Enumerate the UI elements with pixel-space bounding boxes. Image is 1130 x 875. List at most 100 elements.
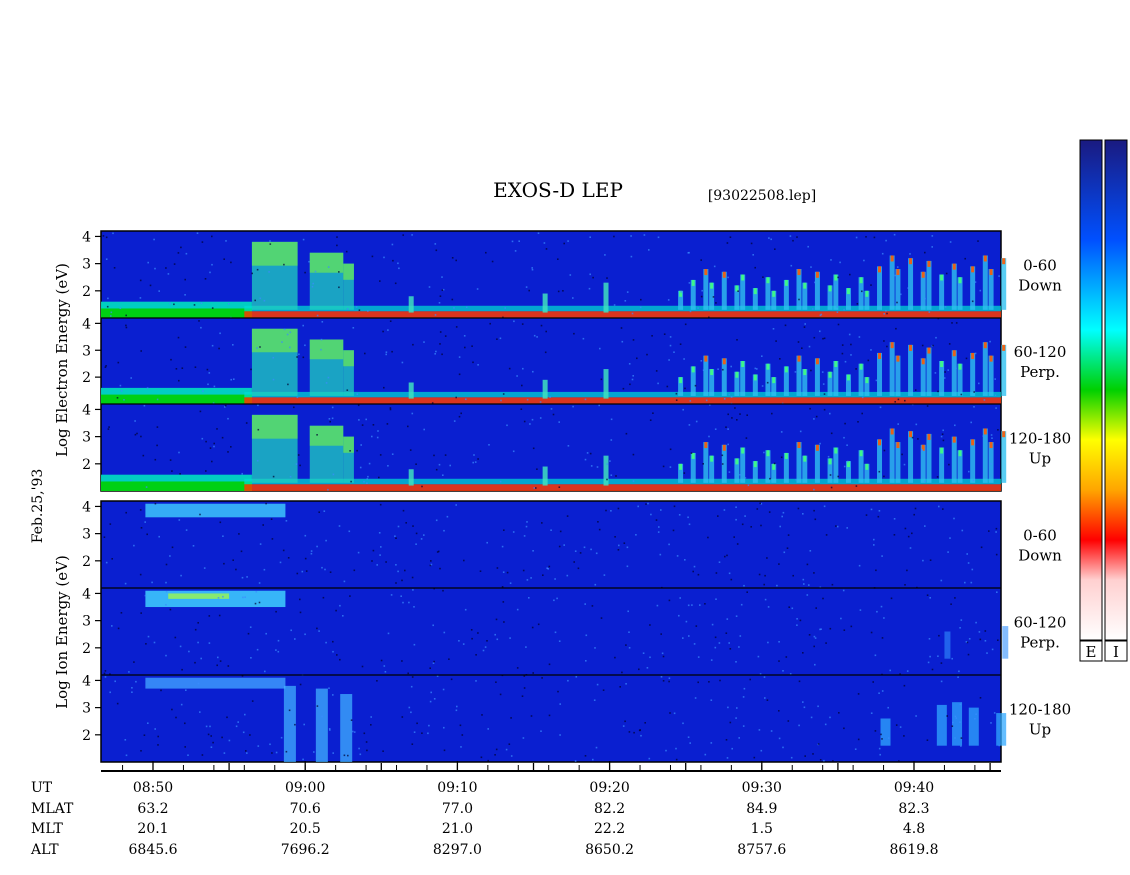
noise-speck — [397, 262, 399, 265]
noise-speck — [836, 311, 839, 313]
noise-speck — [799, 430, 802, 433]
noise-speck — [181, 367, 184, 369]
noise-speck — [442, 288, 445, 291]
y-tick-label: 4 — [82, 316, 91, 332]
noise-speck — [771, 412, 773, 415]
noise-speck — [948, 343, 951, 345]
noise-speck — [594, 583, 597, 586]
burst-peak — [958, 277, 962, 284]
noise-speck — [428, 724, 430, 727]
noise-speck — [873, 236, 876, 239]
noise-speck — [547, 568, 549, 570]
noise-speck — [881, 637, 884, 639]
precipitation-burst — [802, 455, 808, 483]
noise-speck — [389, 408, 392, 411]
noise-speck — [970, 581, 973, 584]
noise-speck — [453, 420, 456, 422]
noise-speck — [525, 525, 528, 528]
noise-speck — [722, 368, 724, 371]
burst-peak — [797, 355, 801, 362]
noise-speck — [880, 605, 883, 608]
ion-panel — [100, 500, 1002, 763]
noise-speck — [823, 408, 826, 411]
burst-peak — [735, 285, 739, 292]
noise-speck — [903, 735, 905, 737]
noise-speck — [763, 676, 766, 678]
noise-speck — [838, 712, 840, 714]
noise-speck — [463, 335, 466, 337]
noise-speck — [971, 300, 974, 303]
noise-speck — [539, 401, 542, 403]
noise-speck — [383, 665, 386, 667]
noise-speck — [131, 687, 133, 689]
noise-speck — [841, 344, 844, 346]
noise-speck — [523, 420, 526, 423]
noise-speck — [331, 406, 334, 409]
precipitation-burst — [877, 266, 883, 310]
noise-speck — [553, 599, 555, 602]
noise-speck — [942, 429, 944, 432]
small-spike — [408, 469, 414, 486]
burst-peak — [722, 271, 726, 278]
noise-speck — [583, 546, 586, 549]
burst-peak — [971, 439, 975, 446]
noise-speck — [113, 267, 116, 269]
noise-speck — [397, 570, 399, 573]
ion-conic — [315, 688, 328, 762]
noise-speck — [259, 346, 261, 348]
noise-speck — [147, 722, 149, 724]
noise-speck — [265, 502, 267, 505]
noise-speck — [295, 463, 298, 465]
noise-speck — [226, 716, 228, 719]
noise-speck — [813, 635, 816, 638]
noise-speck — [997, 639, 999, 641]
noise-speck — [177, 336, 180, 339]
noise-speck — [271, 538, 274, 540]
noise-speck — [803, 326, 806, 328]
noise-speck — [881, 252, 884, 255]
noise-speck — [972, 479, 975, 482]
noise-speck — [758, 573, 761, 576]
noise-speck — [870, 631, 873, 634]
noise-speck — [934, 372, 937, 374]
noise-speck — [651, 335, 653, 337]
noise-speck — [197, 641, 199, 644]
noise-speck — [550, 529, 552, 531]
noise-speck — [439, 343, 441, 345]
noise-speck — [743, 584, 745, 587]
noise-speck — [443, 749, 446, 752]
noise-speck — [628, 363, 631, 365]
noise-speck — [626, 291, 629, 293]
noise-speck — [760, 749, 763, 752]
noise-speck — [715, 572, 718, 574]
noise-speck — [523, 535, 526, 537]
noise-speck — [823, 393, 826, 395]
precipitation-burst — [957, 277, 963, 310]
noise-speck — [196, 232, 199, 234]
noise-speck — [124, 739, 127, 741]
low-energy-core — [101, 481, 252, 491]
noise-speck — [575, 676, 578, 678]
burst-peak — [865, 377, 869, 384]
noise-speck — [624, 300, 627, 302]
colorbar-label: I — [1113, 643, 1119, 661]
noise-speck — [428, 286, 431, 288]
noise-speck — [785, 656, 788, 658]
noise-speck — [682, 408, 684, 411]
burst-peak — [952, 436, 956, 443]
noise-speck — [125, 511, 127, 514]
noise-speck — [263, 299, 266, 302]
noise-speck — [258, 601, 261, 604]
precipitation-burst — [982, 342, 988, 396]
noise-speck — [931, 668, 934, 671]
noise-speck — [103, 672, 106, 675]
noise-speck — [589, 273, 591, 276]
noise-speck — [966, 641, 969, 644]
noise-speck — [907, 287, 909, 289]
noise-speck — [659, 553, 662, 556]
noise-speck — [629, 383, 631, 386]
noise-speck — [477, 632, 479, 634]
noise-speck — [228, 739, 231, 742]
noise-speck — [559, 734, 561, 736]
noise-speck — [893, 534, 896, 536]
